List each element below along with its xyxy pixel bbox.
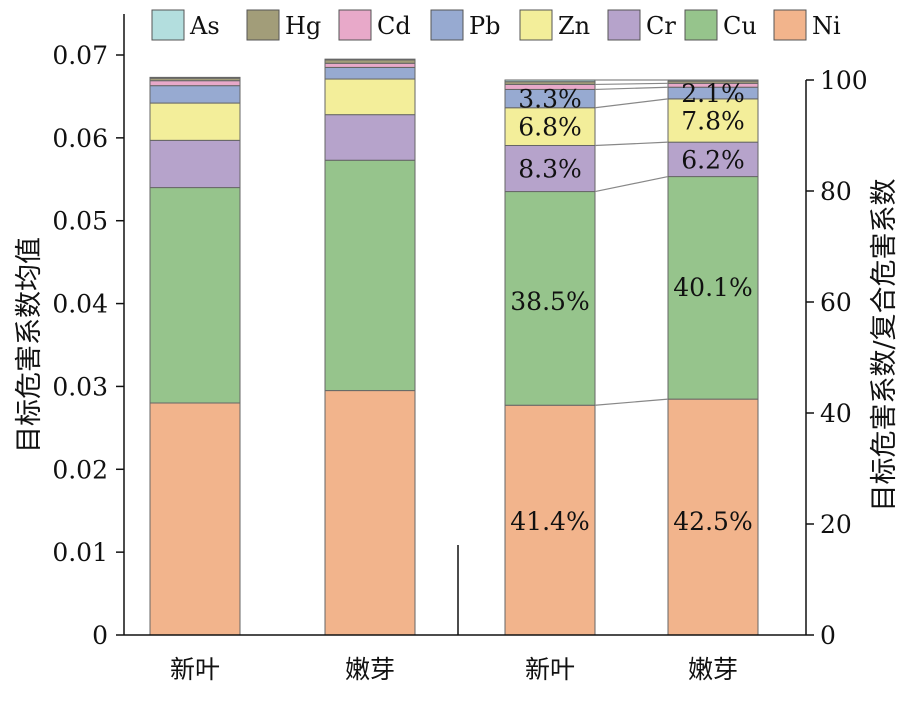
x-tick-label: 嫩芽 [345, 655, 395, 684]
legend-label-cd: Cd [377, 12, 411, 40]
bar-segment-pb [149, 85, 241, 104]
bar-segment-cu [324, 159, 416, 392]
connector-line-zn [594, 98, 669, 109]
bar-segment-as [149, 76, 241, 79]
bar-segment-as [324, 58, 416, 61]
right-tick-label: 40 [820, 399, 852, 428]
bar-segment-pb [324, 66, 416, 80]
bar-segment-cr [149, 139, 241, 189]
left-tick-label: 0.04 [52, 290, 108, 319]
legend-swatch-ni [773, 9, 807, 41]
bar-segment-cu [149, 187, 241, 404]
legend-swatch-pb [430, 9, 464, 41]
right-tick-label: 60 [820, 288, 852, 317]
connector-line-pb [594, 86, 669, 91]
left-tick-label: 0.03 [52, 372, 108, 401]
bar-label-zn: 7.8% [681, 107, 745, 136]
bar-segment-zn [324, 78, 416, 116]
left-axis-title: 目标危害系数均值 [14, 237, 45, 453]
x-tick-label: 嫩芽 [688, 655, 738, 684]
bar-segment-zn [149, 102, 241, 141]
bar-segment-ni [324, 390, 416, 636]
legend-label-cu: Cu [723, 12, 757, 40]
left-tick-label: 0.01 [52, 538, 108, 567]
left-tick-label: 0 [92, 621, 108, 650]
right-tick-label: 80 [820, 177, 852, 206]
bar-segment-cu [504, 191, 596, 406]
bar-label-cr: 6.2% [681, 145, 745, 174]
legend: As Hg Cd Pb Zn Cr Cu Ni [151, 9, 841, 41]
right-tick-label: 20 [820, 510, 852, 539]
legend-swatch-cu [684, 9, 718, 41]
right-axis-title: 目标危害系数/复合危害系数 [869, 178, 900, 511]
bar-segment-zn [667, 98, 759, 143]
right-tick-label: 100 [820, 66, 868, 95]
bar-label-cu: 40.1% [673, 273, 752, 302]
bar-segment-as [504, 79, 596, 83]
legend-label-as: As [189, 12, 220, 40]
legend-label-pb: Pb [469, 12, 501, 40]
bar-label-cr: 8.3% [518, 155, 582, 184]
left-tick-label: 0.07 [52, 41, 108, 70]
connector-lines [594, 79, 669, 406]
legend-swatch-cr [607, 9, 641, 41]
connector-line-ni [594, 398, 669, 406]
right-tick-label: 0 [820, 621, 836, 650]
tick-layer: 0 0.01 0.02 0.03 0.04 0.05 0.06 0.07 0 20 40 60 80 10… [52, 41, 867, 684]
legend-label-hg: Hg [285, 12, 321, 40]
legend-swatch-cd [338, 9, 372, 41]
bar-label-ni: 42.5% [673, 507, 752, 536]
x-tick-label: 新叶 [170, 655, 220, 684]
left-tick-label: 0.06 [52, 124, 108, 153]
legend-swatch-hg [246, 9, 280, 41]
legend-label-ni: Ni [812, 12, 841, 40]
legend-label-cr: Cr [646, 12, 676, 40]
connector-line-cu [594, 175, 669, 193]
connector-line-cr [594, 141, 669, 147]
bar-label-cu: 38.5% [510, 287, 589, 316]
bar-segment-cr [324, 114, 416, 161]
legend-swatch-zn [519, 9, 553, 41]
bar-label-pb: 3.3% [518, 85, 582, 114]
left-tick-label: 0.05 [52, 207, 108, 236]
bar-segment-ni [667, 398, 759, 636]
bar-segment-ni [504, 404, 596, 636]
bar-segment-cd [324, 62, 416, 68]
bar-segment-cr [667, 141, 759, 178]
bar-segment-cr [504, 144, 596, 193]
x-tick-label: 新叶 [525, 655, 575, 684]
bar-label-ni: 41.4% [510, 507, 589, 536]
left-tick-label: 0.02 [52, 455, 108, 484]
legend-label-zn: Zn [558, 12, 590, 40]
bars-layer [149, 58, 759, 636]
bar-label-zn: 6.8% [518, 113, 582, 142]
axes-layer [123, 14, 807, 636]
bar-percentage-labels: 41.4% 38.5% 8.3% 6.8%3.3% 42.5% 40.1% 6.2% 7.8%… [510, 79, 752, 536]
connector-line-cd [594, 82, 669, 86]
bar-segment-cd [149, 80, 241, 87]
bar-label-pb: 2.1% [681, 79, 745, 108]
bar-segment-ni [149, 402, 241, 636]
legend-swatch-as [151, 9, 185, 41]
bar-segment-cu [667, 176, 759, 400]
